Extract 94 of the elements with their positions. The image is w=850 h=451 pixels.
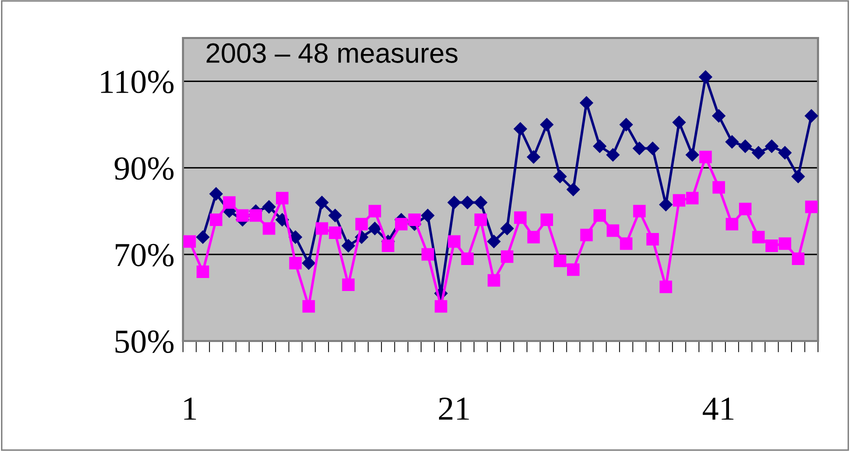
point (765, 140, 778, 153)
point (209, 187, 223, 200)
point (474, 214, 487, 226)
point (500, 222, 514, 236)
x-tick-label: 1 (184, 398, 196, 420)
point (672, 194, 686, 207)
point (328, 226, 342, 240)
y-tick-label: 90% (114, 157, 174, 180)
point (262, 222, 276, 235)
point (699, 150, 712, 164)
y-tick-label: 50% (116, 330, 174, 354)
point (500, 250, 514, 263)
point (328, 208, 342, 222)
point (726, 218, 738, 230)
x-tick-label: 41 (702, 398, 734, 420)
point (526, 150, 540, 164)
point (554, 254, 566, 268)
point (566, 182, 580, 196)
point (448, 235, 460, 248)
point (540, 214, 554, 226)
point (646, 142, 660, 155)
point (738, 202, 752, 216)
point (606, 148, 620, 162)
point (276, 192, 288, 204)
point (342, 239, 355, 252)
point (686, 192, 699, 204)
point (738, 140, 752, 153)
y-tick-label: 70% (116, 244, 174, 266)
point (223, 196, 236, 209)
point (289, 256, 302, 270)
point (778, 146, 792, 160)
point (461, 252, 474, 266)
point (659, 198, 672, 212)
point (236, 209, 249, 222)
point (752, 146, 766, 160)
point (620, 237, 632, 250)
point (434, 300, 448, 313)
point (421, 208, 434, 222)
chart-title: 2003 – 48 measures (206, 43, 458, 63)
point (250, 209, 262, 222)
point (593, 209, 606, 222)
point (778, 237, 792, 250)
point (408, 214, 421, 226)
point (316, 222, 328, 235)
point (210, 214, 222, 226)
point (725, 135, 739, 148)
point (302, 256, 316, 270)
point (593, 140, 606, 153)
point (196, 230, 210, 244)
point (382, 240, 394, 252)
point (792, 170, 805, 184)
point (262, 200, 276, 214)
point (672, 116, 686, 129)
point (183, 235, 196, 248)
point (315, 196, 328, 210)
point (302, 300, 315, 313)
point (712, 109, 726, 122)
point (487, 234, 500, 248)
point (488, 274, 500, 287)
point (514, 211, 527, 224)
point (368, 204, 382, 218)
point (698, 70, 712, 84)
point (712, 181, 726, 194)
point (606, 224, 620, 237)
point (804, 109, 818, 122)
point (368, 222, 382, 236)
point (752, 230, 765, 244)
point (567, 263, 580, 276)
point (765, 240, 778, 252)
point (580, 96, 594, 110)
point (540, 118, 554, 132)
point (395, 218, 408, 230)
point (620, 118, 633, 132)
point (448, 196, 461, 210)
point (792, 252, 804, 266)
point (686, 148, 699, 162)
point (196, 265, 210, 278)
x-tick-label: 21 (438, 398, 469, 420)
point (660, 280, 672, 294)
point (646, 233, 659, 246)
point (527, 230, 540, 244)
point (633, 204, 646, 218)
point (805, 200, 818, 214)
point (460, 196, 474, 210)
point (514, 122, 527, 136)
point (553, 170, 567, 184)
point (474, 196, 488, 210)
point (632, 142, 646, 155)
point (421, 248, 434, 261)
point (355, 218, 368, 230)
y-tick-label: 110% (101, 70, 174, 94)
point (342, 278, 355, 291)
point (288, 230, 302, 244)
point (580, 228, 593, 242)
